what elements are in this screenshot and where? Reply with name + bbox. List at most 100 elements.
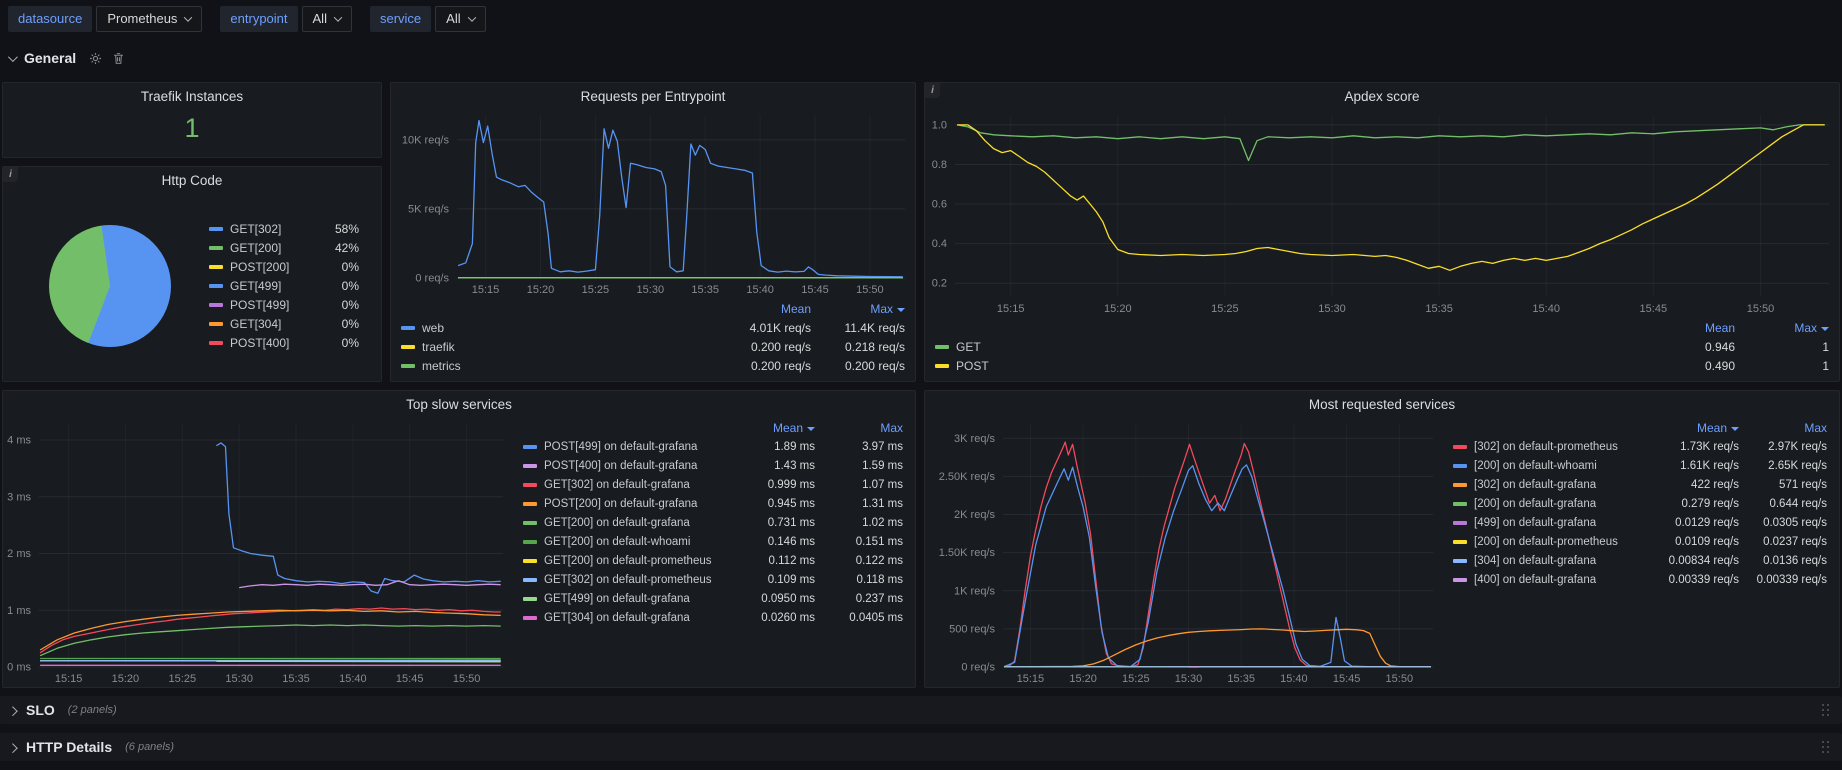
panel-title[interactable]: Requests per Entrypoint (580, 89, 726, 104)
row-http-details[interactable]: HTTP Details (6 panels) (0, 733, 1842, 761)
service-variable-value[interactable]: All (435, 6, 486, 32)
legend-sort-max[interactable]: Max (880, 421, 903, 435)
http-code-pie-chart[interactable] (49, 225, 171, 347)
series-name[interactable]: GET[200] on default-prometheus (544, 554, 712, 567)
legend-item[interactable]: GET[200] 42% (199, 239, 369, 258)
row-title[interactable]: HTTP Details (26, 739, 113, 755)
legend-item[interactable]: [302] on default-prometheus 1.73K req/s … (1443, 437, 1837, 456)
legend-item[interactable]: POST 0.490 1 (925, 356, 1839, 375)
series-name[interactable]: POST[499] on default-grafana (544, 440, 698, 453)
legend-item[interactable]: [200] on default-prometheus 0.0109 req/s… (1443, 532, 1837, 551)
panel-title[interactable]: Top slow services (406, 397, 512, 412)
series-name[interactable]: GET[200] on default-grafana (544, 516, 690, 529)
legend-item[interactable]: metrics 0.200 req/s 0.200 req/s (391, 356, 915, 375)
series-name[interactable]: metrics (422, 358, 461, 373)
series-name[interactable]: GET[304] (230, 317, 282, 331)
series-name[interactable]: traefik (422, 339, 455, 354)
legend-item[interactable]: traefik 0.200 req/s 0.218 req/s (391, 337, 915, 356)
panel-title[interactable]: Traefik Instances (140, 89, 244, 104)
legend-sort-max[interactable]: Max (811, 302, 905, 316)
series-max: 1.02 ms (862, 516, 903, 529)
legend-item[interactable]: GET[499] 0% (199, 277, 369, 296)
legend-item[interactable]: POST[200] on default-grafana 0.945 ms 1.… (513, 494, 913, 513)
legend-item[interactable]: GET[499] on default-grafana 0.0950 ms 0.… (513, 589, 913, 608)
series-name[interactable]: GET[200] on default-whoami (544, 535, 691, 548)
svg-text:0.4: 0.4 (932, 238, 947, 250)
datasource-variable-value[interactable]: Prometheus (96, 6, 203, 32)
most-requested-chart[interactable]: 0 req/s 500 req/s 1K req/s 1.50K req/s 2K re… (925, 415, 1443, 687)
series-name[interactable]: web (422, 320, 445, 335)
series-name[interactable]: GET[302] on default-prometheus (544, 573, 712, 586)
series-name[interactable]: POST[499] (230, 298, 290, 312)
info-icon[interactable]: i (925, 83, 940, 98)
row-slo[interactable]: SLO (2 panels) (0, 696, 1842, 724)
series-max: 1.07 ms (862, 478, 903, 491)
legend-item[interactable]: web 4.01K req/s 11.4K req/s (391, 318, 915, 337)
series-name[interactable]: GET[499] on default-grafana (544, 592, 690, 605)
legend-item[interactable]: POST[400] 0% (199, 334, 369, 353)
series-name[interactable]: GET (956, 339, 981, 354)
series-name[interactable]: GET[200] (230, 241, 282, 255)
series-name[interactable]: [200] on default-whoami (1474, 459, 1597, 472)
legend-item[interactable]: POST[499] 0% (199, 296, 369, 315)
series-name[interactable]: [302] on default-prometheus (1474, 440, 1618, 453)
entrypoint-variable-value[interactable]: All (301, 6, 352, 32)
legend-item[interactable]: GET[304] 0% (199, 315, 369, 334)
series-name[interactable]: GET[302] (230, 222, 282, 236)
legend-sort-mean[interactable]: Mean (780, 302, 811, 316)
series-name[interactable]: POST (956, 358, 989, 373)
series-name[interactable]: [200] on default-prometheus (1474, 535, 1618, 548)
legend-item[interactable]: GET[200] on default-whoami 0.146 ms 0.15… (513, 532, 913, 551)
row-general[interactable]: General (7, 46, 125, 70)
apdex-chart[interactable]: 0.2 0.4 0.6 0.8 1.0 15:15 15:20 15:25 15:30 15:35… (925, 107, 1839, 317)
legend-item[interactable]: [304] on default-grafana 0.00834 req/s 0… (1443, 551, 1837, 570)
legend-item[interactable]: GET[200] on default-grafana 0.731 ms 1.0… (513, 513, 913, 532)
row-drag-handle[interactable] (1820, 703, 1832, 717)
legend-item[interactable]: GET 0.946 1 (925, 337, 1839, 356)
panel-title[interactable]: Http Code (161, 173, 223, 188)
series-name[interactable]: [302] on default-grafana (1474, 478, 1597, 491)
row-settings-button[interactable] (89, 52, 102, 65)
series-name[interactable]: GET[499] (230, 279, 282, 293)
legend-item[interactable]: GET[200] on default-prometheus 0.112 ms … (513, 551, 913, 570)
legend-item[interactable]: POST[499] on default-grafana 1.89 ms 3.9… (513, 437, 913, 456)
series-name[interactable]: [499] on default-grafana (1474, 516, 1597, 529)
series-color-swatch (523, 444, 537, 449)
legend-sort-mean[interactable]: Mean (729, 421, 815, 435)
series-name[interactable]: GET[304] on default-grafana (544, 611, 690, 624)
legend-item[interactable]: [499] on default-grafana 0.0129 req/s 0.… (1443, 513, 1837, 532)
row-title[interactable]: SLO (26, 702, 55, 718)
legend-item[interactable]: [302] on default-grafana 422 req/s 571 r… (1443, 475, 1837, 494)
panel-title[interactable]: Apdex score (1344, 89, 1420, 104)
top-slow-chart[interactable]: 0 ms 1 ms 2 ms 3 ms 4 ms 15:15 15:20 15:25 15:30… (3, 415, 513, 687)
series-name[interactable]: POST[400] (230, 336, 290, 350)
row-title[interactable]: General (24, 50, 77, 66)
series-name[interactable]: POST[400] on default-grafana (544, 459, 698, 472)
series-name[interactable]: POST[200] on default-grafana (544, 497, 698, 510)
row-drag-handle[interactable] (1820, 740, 1832, 754)
legend-item[interactable]: POST[400] on default-grafana 1.43 ms 1.5… (513, 456, 913, 475)
legend-sort-max[interactable]: Max (1735, 321, 1829, 335)
legend-item[interactable]: [200] on default-whoami 1.61K req/s 2.65… (1443, 456, 1837, 475)
series-name[interactable]: GET[302] on default-grafana (544, 478, 690, 491)
legend-item[interactable]: GET[302] 58% (199, 220, 369, 239)
series-name[interactable]: [304] on default-grafana (1474, 554, 1597, 567)
legend-item[interactable]: GET[304] on default-grafana 0.0260 ms 0.… (513, 608, 913, 627)
legend-item[interactable]: GET[302] on default-prometheus 0.109 ms … (513, 570, 913, 589)
svg-text:15:45: 15:45 (801, 284, 829, 296)
svg-text:15:40: 15:40 (339, 673, 367, 685)
legend-sort-mean[interactable]: Mean (1704, 321, 1735, 335)
panel-title[interactable]: Most requested services (1308, 397, 1456, 412)
entrypoint-chart[interactable]: 0 req/s 5K req/s 10K req/s 15:15 15:20 15:25 1… (391, 107, 915, 298)
legend-item[interactable]: [400] on default-grafana 0.00339 req/s 0… (1443, 570, 1837, 589)
info-icon[interactable]: i (3, 167, 18, 182)
legend-sort-mean[interactable]: Mean (1653, 421, 1739, 435)
legend-item[interactable]: POST[200] 0% (199, 258, 369, 277)
series-name[interactable]: [200] on default-grafana (1474, 497, 1597, 510)
series-name[interactable]: POST[200] (230, 260, 290, 274)
legend-item[interactable]: GET[302] on default-grafana 0.999 ms 1.0… (513, 475, 913, 494)
legend-item[interactable]: [200] on default-grafana 0.279 req/s 0.6… (1443, 494, 1837, 513)
row-delete-button[interactable] (112, 52, 125, 65)
legend-sort-max[interactable]: Max (1804, 421, 1827, 435)
series-name[interactable]: [400] on default-grafana (1474, 573, 1597, 586)
